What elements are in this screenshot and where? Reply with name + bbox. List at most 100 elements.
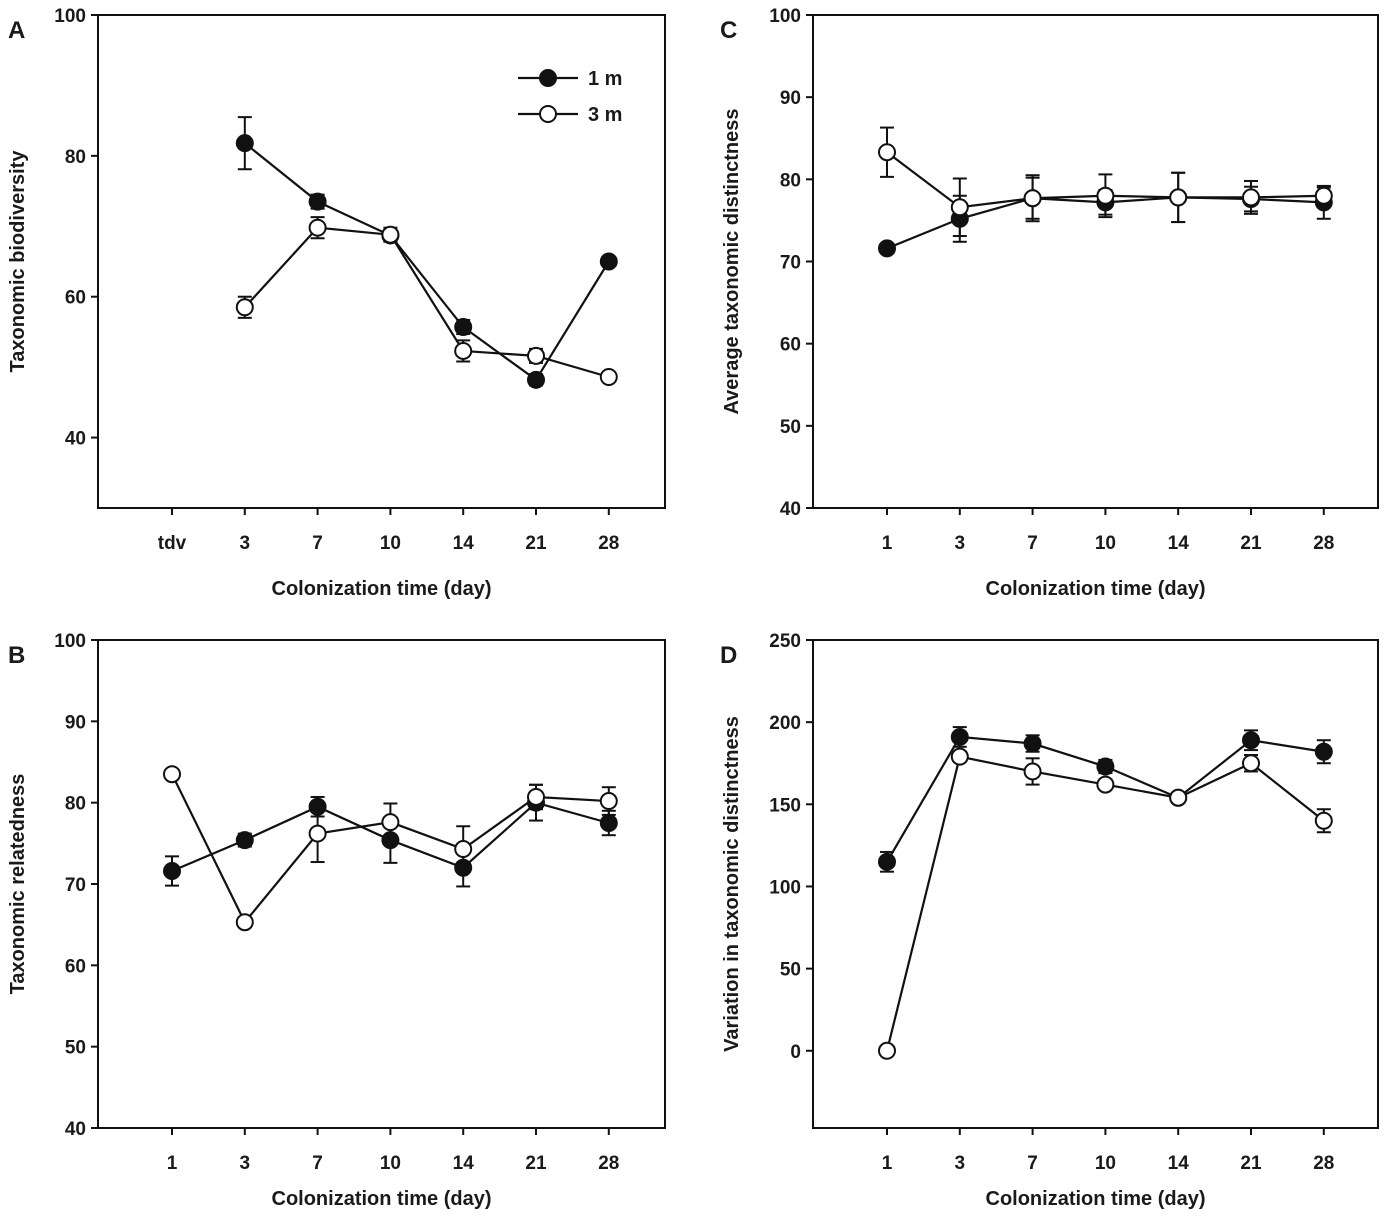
series-3m <box>878 126 1333 238</box>
y-tick-label: 100 <box>54 631 86 652</box>
x-axis-label: Colonization time (day) <box>986 1188 1206 1210</box>
legend-label: 3 m <box>588 104 622 126</box>
x-tick-label: 10 <box>1095 1153 1116 1174</box>
data-point <box>381 813 400 832</box>
x-tick-label: 21 <box>525 1153 547 1174</box>
x-tick-label: 28 <box>598 533 619 554</box>
y-axis-label: Taxonomic relatedness <box>7 774 29 995</box>
data-point <box>308 824 327 843</box>
data-point <box>1023 762 1042 781</box>
x-tick-label: 21 <box>525 533 547 554</box>
data-point <box>1242 754 1260 773</box>
y-tick-label: 50 <box>780 960 801 981</box>
y-axis-label: Variation in taxonomic distinctness <box>721 716 743 1052</box>
y-tick-label: 60 <box>65 288 86 309</box>
data-point <box>1242 731 1260 750</box>
x-tick-label: 14 <box>453 1153 475 1174</box>
y-tick-label: 100 <box>769 6 801 27</box>
x-tick-label: 7 <box>1027 533 1038 554</box>
x-tick-label: tdv <box>158 533 187 554</box>
y-tick-label: 250 <box>769 631 801 652</box>
y-tick-label: 40 <box>65 1119 86 1140</box>
data-point <box>1023 189 1042 208</box>
panel-letter: C <box>720 17 737 44</box>
y-tick-label: 70 <box>780 253 801 274</box>
plot-frame <box>97 639 666 1129</box>
data-point <box>1169 188 1188 207</box>
y-tick-label: 80 <box>65 147 86 168</box>
y-tick-label: 90 <box>65 712 86 733</box>
y-tick-label: 70 <box>65 875 86 896</box>
plot-frame <box>812 14 1379 509</box>
panel-letter: D <box>720 642 737 669</box>
data-point <box>163 861 181 880</box>
data-point <box>878 143 896 162</box>
data-point <box>599 792 618 811</box>
y-tick-label: 100 <box>769 877 801 898</box>
data-point <box>1096 757 1115 776</box>
series-line <box>244 142 610 382</box>
data-point <box>235 831 254 850</box>
panel-letter: A <box>8 17 25 44</box>
data-point <box>527 787 545 806</box>
series-1m <box>878 726 1333 873</box>
x-tick-label: 3 <box>240 1153 251 1174</box>
data-point <box>454 840 473 859</box>
y-tick-label: 50 <box>65 1038 86 1059</box>
data-point <box>878 852 896 871</box>
data-point <box>950 727 969 746</box>
series-3m <box>878 747 1333 1060</box>
x-tick-label: 3 <box>240 533 251 554</box>
y-tick-label: 60 <box>780 335 801 356</box>
panel-A: A 40 60 80 100 tdv 3 7 10 14 21 28 Colonization time… <box>7 6 666 600</box>
data-point <box>950 198 969 217</box>
y-tick-label: 60 <box>65 956 86 977</box>
legend: 1 m 3 m <box>518 68 622 126</box>
plot-frame <box>812 639 1379 1129</box>
x-tick-label: 3 <box>955 533 966 554</box>
data-point <box>599 814 618 832</box>
series-line <box>885 755 1325 1052</box>
y-axis-label: Taxonomic biodiversity <box>7 150 29 373</box>
panel-D: D 0 50 100 150 200 250 1 3 7 10 14 21 28 Colonization … <box>720 631 1379 1210</box>
data-point <box>1023 734 1042 753</box>
x-tick-label: 28 <box>1313 533 1334 554</box>
x-tick-label: 10 <box>380 533 401 554</box>
data-point <box>1314 811 1333 830</box>
data-point <box>878 239 896 258</box>
data-point <box>1096 186 1115 205</box>
x-tick-label: 28 <box>1313 1153 1334 1174</box>
data-point <box>235 134 254 153</box>
x-tick-label: 1 <box>882 1153 893 1174</box>
data-point <box>1314 186 1333 205</box>
y-tick-label: 100 <box>54 6 86 27</box>
data-point <box>235 913 254 932</box>
x-tick-label: 7 <box>312 1153 323 1174</box>
legend-label: 1 m <box>588 68 622 90</box>
y-tick-label: 40 <box>65 429 86 450</box>
data-point <box>235 298 254 317</box>
x-tick-label: 10 <box>1095 533 1116 554</box>
panel-letter: B <box>8 642 25 669</box>
series-line <box>243 226 610 379</box>
data-point <box>527 370 545 389</box>
x-tick-label: 21 <box>1240 533 1262 554</box>
x-tick-label: 28 <box>598 1153 619 1174</box>
data-point <box>950 747 969 766</box>
x-tick-label: 14 <box>1168 1153 1190 1174</box>
x-tick-label: 14 <box>1168 533 1190 554</box>
data-point <box>454 317 473 336</box>
data-point <box>163 765 181 784</box>
x-tick-label: 1 <box>882 533 893 554</box>
y-tick-label: 150 <box>769 795 801 816</box>
data-point <box>381 225 400 244</box>
x-tick-label: 14 <box>453 533 475 554</box>
y-tick-label: 80 <box>65 794 86 815</box>
y-axis-label: Average taxonomic distinctness <box>721 108 743 414</box>
y-tick-label: 50 <box>780 417 801 438</box>
y-tick-label: 40 <box>780 499 801 520</box>
y-tick-label: 200 <box>769 713 801 734</box>
data-point <box>527 346 545 365</box>
y-tick-label: 80 <box>780 170 801 191</box>
